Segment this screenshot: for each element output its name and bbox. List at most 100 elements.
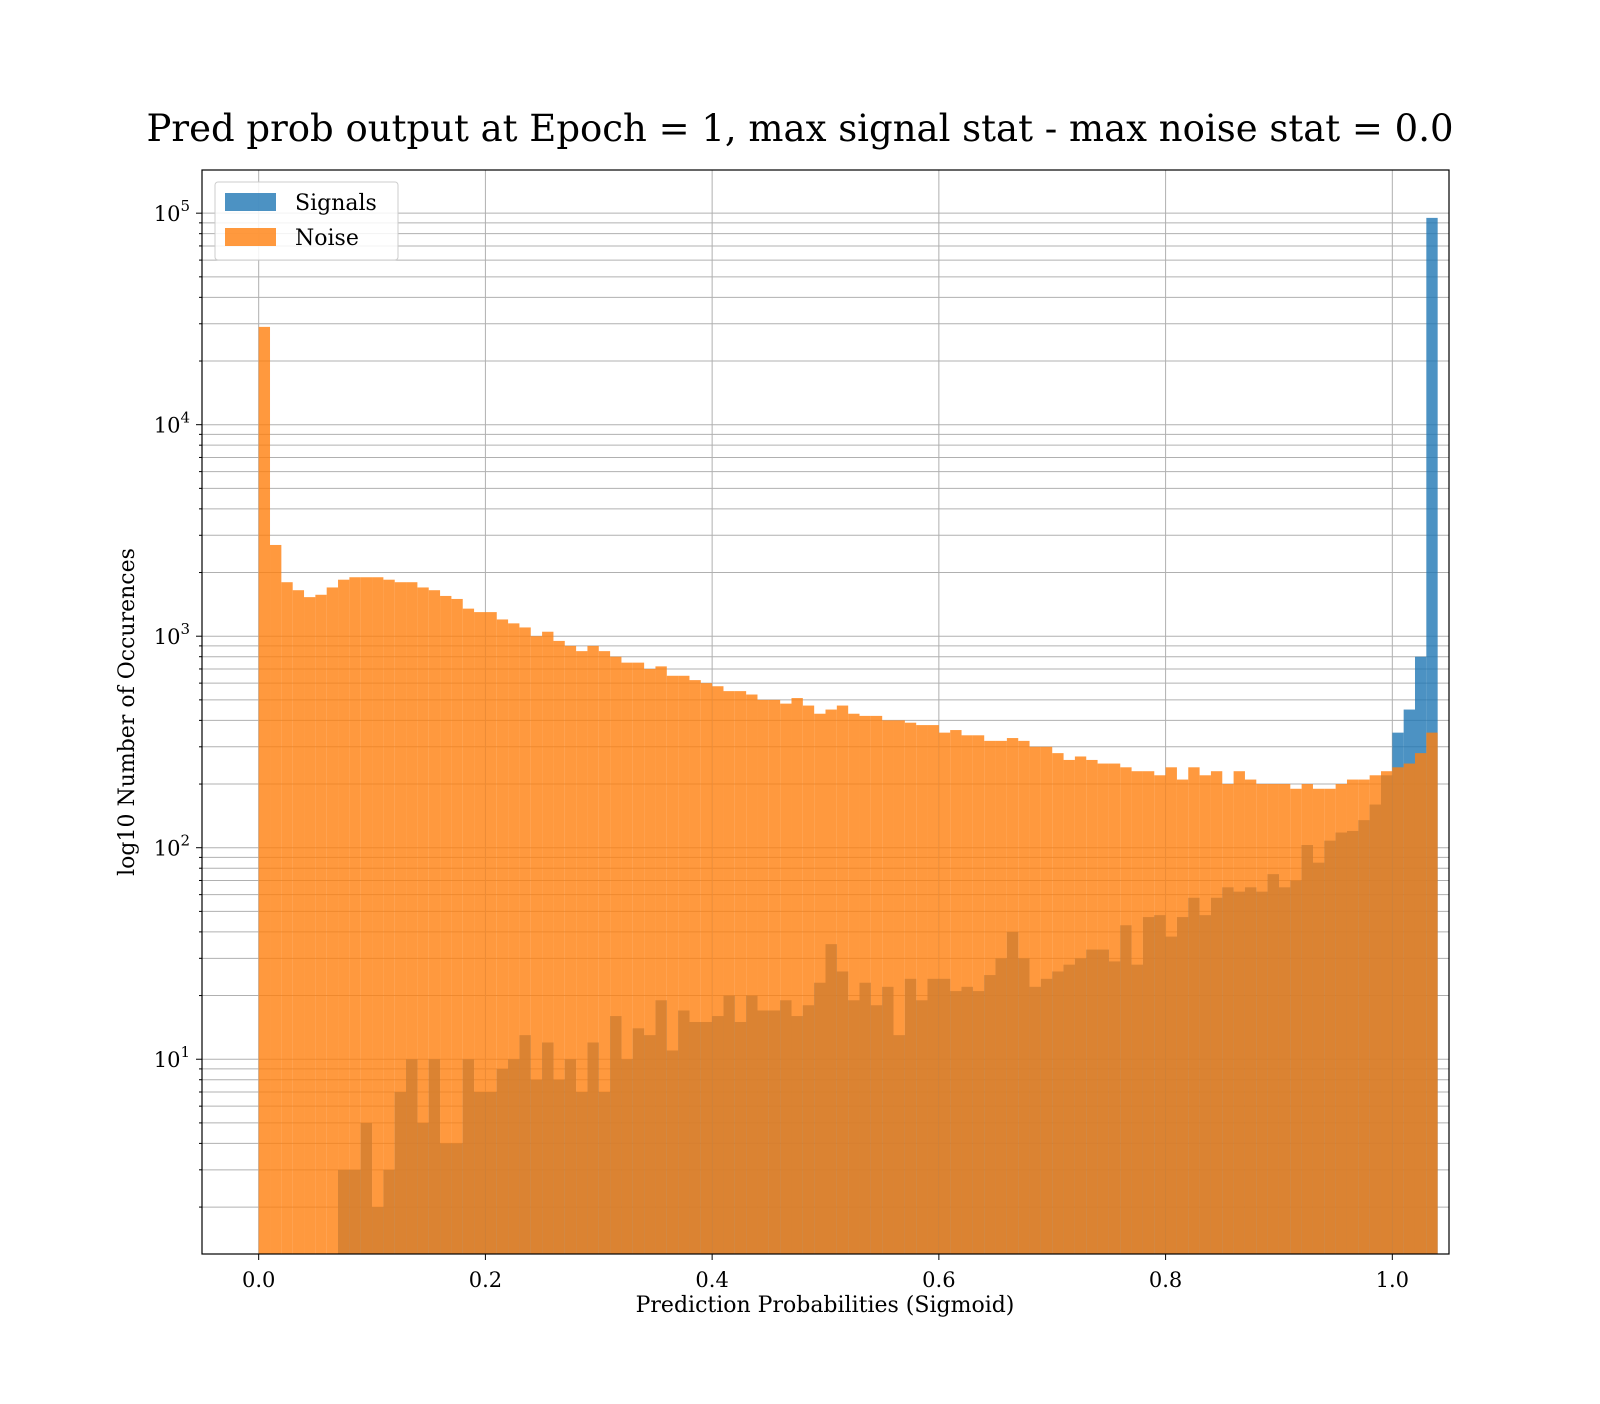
noise-bar xyxy=(1290,788,1302,1254)
noise-bar xyxy=(916,725,928,1254)
noise-bar xyxy=(893,720,905,1254)
noise-bar xyxy=(304,597,316,1254)
noise-bar xyxy=(1018,740,1030,1254)
noise-bar xyxy=(746,694,758,1254)
noise-bar xyxy=(553,640,565,1254)
noise-bar xyxy=(1267,784,1279,1254)
noise-bar xyxy=(1086,759,1098,1254)
noise-bar xyxy=(757,699,769,1254)
noise-bar xyxy=(417,587,429,1254)
noise-bar xyxy=(1426,732,1438,1254)
noise-bar xyxy=(1358,779,1370,1254)
noise-bar xyxy=(700,683,713,1254)
noise-bar xyxy=(496,619,509,1254)
noise-bar xyxy=(1108,763,1121,1254)
noise-bar xyxy=(1278,784,1291,1254)
legend: Signals Noise xyxy=(214,181,399,261)
noise-bar xyxy=(258,326,271,1254)
y-tick-label: 103 xyxy=(154,620,190,649)
noise-bar xyxy=(1392,767,1404,1254)
x-tick-label: 0.0 xyxy=(242,1268,275,1292)
plot-frame xyxy=(201,169,1450,1255)
noise-bar xyxy=(610,656,622,1254)
y-tick-label: 105 xyxy=(154,197,190,226)
noise-bar xyxy=(995,740,1007,1254)
noise-bar xyxy=(802,705,815,1254)
noise-bar xyxy=(882,720,894,1254)
noise-bar xyxy=(564,645,577,1254)
noise-bar xyxy=(938,732,951,1254)
noise-bar xyxy=(950,730,962,1254)
noise-bar xyxy=(791,698,803,1254)
noise-bar xyxy=(678,675,690,1254)
x-tick-label: 0.6 xyxy=(922,1268,955,1292)
x-tick-label: 1.0 xyxy=(1376,1268,1409,1292)
noise-bar xyxy=(474,612,486,1254)
noise-bar xyxy=(1403,763,1415,1254)
noise-bar xyxy=(814,713,826,1254)
noise-bar xyxy=(1346,779,1359,1254)
noise-bar xyxy=(598,651,611,1254)
noise-bar xyxy=(723,691,735,1254)
noise-bar xyxy=(984,740,996,1254)
noise-bar xyxy=(1256,784,1268,1254)
noise-bar xyxy=(734,691,747,1254)
noise-bar xyxy=(1029,746,1041,1254)
noise-bar xyxy=(530,636,543,1254)
noise-bar xyxy=(1176,779,1189,1254)
noise-bar xyxy=(1324,788,1336,1254)
noise-bar xyxy=(836,705,849,1254)
noise-bar xyxy=(1244,779,1257,1254)
legend-swatch-signals xyxy=(225,193,276,211)
noise-bar xyxy=(338,579,350,1254)
noise-bar xyxy=(961,735,973,1254)
noise-bar xyxy=(780,703,792,1254)
noise-bar xyxy=(281,582,293,1254)
noise-bar xyxy=(848,713,860,1254)
noise-bar xyxy=(270,544,282,1254)
noise-bar xyxy=(632,662,645,1254)
noise-bar xyxy=(1210,771,1223,1254)
noise-bar xyxy=(383,579,395,1254)
noise-bar xyxy=(904,722,917,1254)
noise-bar xyxy=(1131,771,1143,1254)
noise-bar xyxy=(1414,753,1427,1254)
noise-bar xyxy=(927,725,939,1254)
noise-bar xyxy=(1335,784,1347,1254)
noise-bar xyxy=(1142,771,1155,1254)
noise-bar xyxy=(1199,775,1211,1254)
noise-bar xyxy=(1074,756,1087,1254)
noise-bar xyxy=(644,668,656,1254)
noise-bar xyxy=(1369,775,1381,1254)
noise-bar xyxy=(870,715,883,1254)
noise-bar xyxy=(1380,771,1393,1254)
noise-bar xyxy=(1063,759,1075,1254)
noise-bar xyxy=(292,590,305,1254)
noise-bar xyxy=(406,582,418,1254)
y-tick-label: 101 xyxy=(154,1043,190,1072)
noise-bar xyxy=(508,623,520,1254)
noise-bar xyxy=(462,608,475,1254)
noise-bar xyxy=(689,680,701,1254)
noise-bar xyxy=(712,686,724,1254)
x-tick-label: 0.8 xyxy=(1149,1268,1182,1292)
noise-bar xyxy=(360,577,373,1254)
noise-bar xyxy=(394,582,407,1254)
noise-bar xyxy=(542,631,554,1254)
chart-title: Pred prob output at Epoch = 1, max signa… xyxy=(146,107,1453,150)
x-tick-label: 0.4 xyxy=(695,1268,728,1292)
noise-bar xyxy=(315,594,327,1254)
noise-bar xyxy=(859,715,871,1254)
noise-bar xyxy=(1312,788,1325,1254)
x-tick-label: 0.2 xyxy=(469,1268,502,1292)
noise-bar xyxy=(1222,784,1234,1254)
y-tick-label: 102 xyxy=(154,832,190,861)
legend-label-noise: Noise xyxy=(295,226,359,251)
noise-bar xyxy=(1165,767,1177,1254)
y-axis-label: log10 Number of Occurences xyxy=(115,548,140,876)
noise-bar xyxy=(428,590,441,1254)
noise-bar xyxy=(485,612,497,1254)
legend-label-signals: Signals xyxy=(295,191,377,216)
